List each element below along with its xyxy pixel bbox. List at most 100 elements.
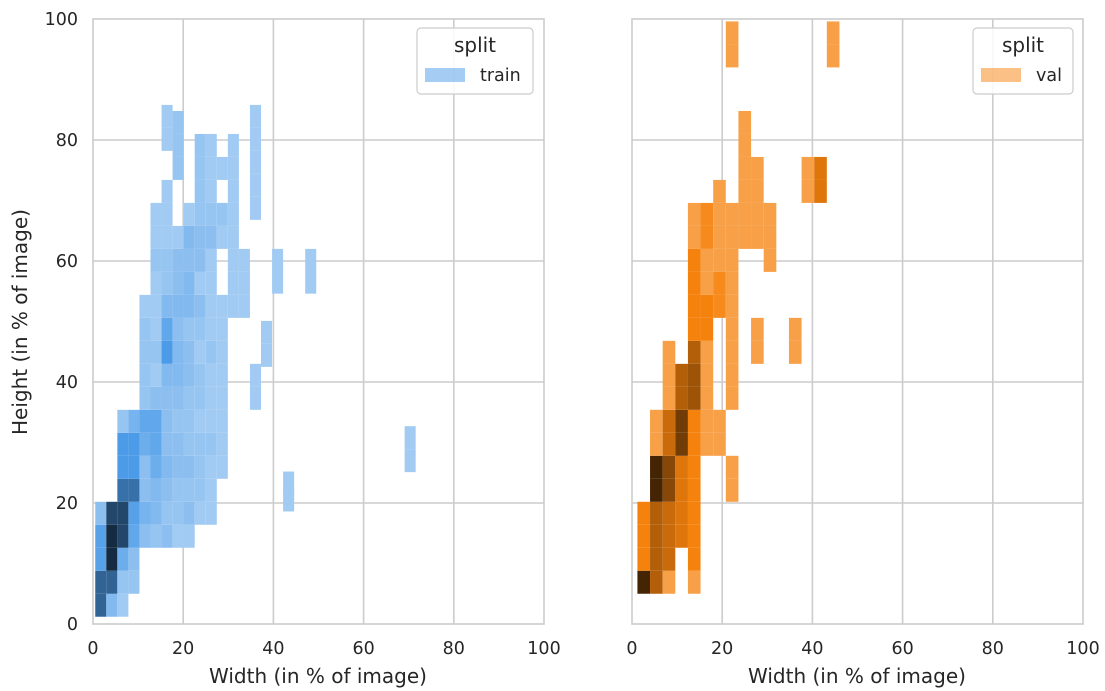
histogram-bin [227,179,239,203]
histogram-bin [216,294,228,318]
histogram-bin [150,455,162,479]
histogram-bin [205,271,217,295]
histogram-bin [216,202,228,226]
legend-title: split [1002,33,1044,57]
histogram-bin [183,524,195,548]
histogram-bin [216,225,228,249]
histogram-bin [662,478,676,502]
histogram-bin [700,432,714,456]
histogram-bin [161,104,173,128]
histogram-bin [183,202,195,226]
x-tick-label: 100 [1066,639,1099,659]
legend-swatch [981,68,1021,82]
histogram-bin [650,409,663,433]
histogram-bin [675,432,688,456]
histogram-bin [161,524,173,548]
histogram-bin [95,547,107,571]
histogram-bin [205,179,217,203]
histogram-bin [205,294,217,318]
histogram-bin [194,455,206,479]
histogram-bin [725,363,739,387]
histogram-bin [238,271,250,295]
legend-swatch [425,68,465,82]
histogram-bin [814,179,827,203]
histogram-bin [713,294,726,318]
histogram-bin [139,432,151,456]
histogram-bin [801,179,815,203]
histogram-bin [172,133,184,157]
histogram-bin [205,386,217,410]
histogram-bin [183,501,195,525]
histogram-bin [117,524,129,548]
histogram-bin [227,248,239,272]
y-tick-label: 20 [56,494,78,514]
histogram-bin [205,363,217,387]
histogram-bin [128,455,140,479]
plot-area-val [631,18,1084,625]
histogram-bin [725,317,739,341]
histogram-bin [662,363,676,387]
histogram-bin [238,294,250,318]
histogram-bin [216,363,228,387]
histogram-bin [713,202,726,226]
histogram-bin [205,501,217,525]
histogram-bin [738,225,752,249]
histogram-bin [128,478,140,502]
histogram-bin [700,363,714,387]
histogram-bin [249,173,261,197]
histogram-bin [700,202,714,226]
histogram-bin [738,179,752,203]
histogram-bin [183,225,195,249]
histogram-bin [183,294,195,318]
histogram-bin [172,317,184,341]
histogram-bin [713,179,726,203]
histogram-bin [161,478,173,502]
y-axis-label: Height (in % of image) [8,209,32,435]
histogram-bin [172,225,184,249]
histogram-bin [637,501,651,525]
histogram-bin [763,225,777,249]
histogram-bin [194,156,206,180]
histogram-bin [272,248,284,272]
histogram-bin [205,202,217,226]
x-axis-label: Width (in % of image) [748,664,966,688]
histogram-bin [194,432,206,456]
histogram-bin [751,340,764,364]
histogram-bin [687,202,701,226]
y-tick-label: 0 [67,615,78,635]
histogram-bin [687,248,701,272]
histogram-bin [117,547,129,571]
histogram-bin [725,386,739,410]
histogram-bin [687,386,701,410]
histogram-bin [700,271,714,295]
histogram-bin [205,317,217,341]
histogram-bin [205,478,217,502]
histogram-bin [305,248,317,272]
histogram-bin [687,455,701,479]
gridlines [632,19,1083,624]
histogram-bin [662,570,676,594]
histogram-bin [172,432,184,456]
histogram-bin [700,340,714,364]
histogram-bin [637,570,651,594]
histogram-bin [283,488,295,512]
histogram-bin [227,133,239,157]
histogram-bin [227,271,239,295]
histogram-bin [161,363,173,387]
histogram-bin [150,386,162,410]
histogram-bin [194,248,206,272]
histogram-bin [637,524,651,548]
histogram-bin [95,501,107,525]
train-panel: 0 20 40 60 80 100 0 20 40 60 80 100 Widt… [8,10,561,688]
histogram-bin [227,225,239,249]
y-tick-label: 40 [56,373,78,393]
histogram-bin [725,202,739,226]
histogram-bin [183,409,195,433]
histogram-bin [194,409,206,433]
histogram-bin [172,409,184,433]
histogram-bin [814,156,827,180]
histogram-bin [161,386,173,410]
histogram-bin [150,294,162,318]
histogram-bin [139,363,151,387]
